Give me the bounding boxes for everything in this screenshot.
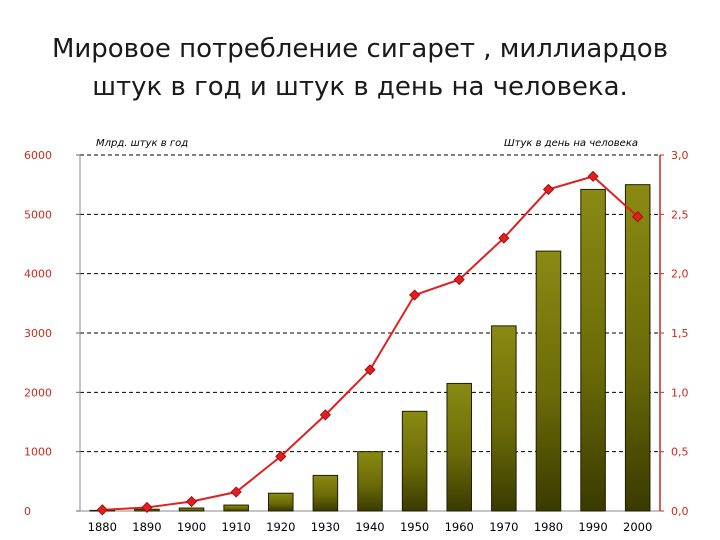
x-tick-label: 1880: [88, 520, 117, 534]
left-tick-label: 3000: [24, 327, 52, 340]
line-point-1960: [453, 274, 465, 286]
bar-1900: [178, 507, 205, 512]
line-point-1920: [275, 450, 287, 462]
right-axis-caption: Штук в день на человека: [504, 138, 638, 149]
right-tick-label: 3,0: [671, 149, 689, 162]
grid: [80, 154, 660, 453]
bar-1970: [491, 325, 517, 512]
right-tick-label: 0,0: [671, 505, 689, 518]
right-tick-label: 1,5: [671, 327, 689, 340]
x-tick-label: 1930: [311, 520, 340, 534]
line-point-1890: [141, 501, 153, 514]
x-tick-label: 1940: [355, 520, 384, 534]
line-point-1940: [364, 364, 376, 376]
left-tick-label: 1000: [24, 446, 52, 459]
line-point-1950: [409, 289, 421, 301]
bar-1930: [312, 474, 339, 512]
x-tick-label: 1910: [222, 520, 251, 534]
bar-1990: [580, 188, 606, 512]
right-tick-label: 2,0: [671, 268, 689, 281]
line-point-1970: [498, 232, 510, 244]
x-tick-label: 1970: [489, 520, 518, 534]
right-tick-label: 2,5: [671, 208, 689, 221]
x-tick-label: 1890: [132, 520, 161, 534]
tick-labels: 0 1000 2000 3000 4000 5000 6000 0,0 0,5 1,0 1,5 2,0…: [24, 149, 689, 534]
right-tick-label: 1,0: [671, 386, 689, 399]
line-point-1910: [230, 486, 242, 498]
left-tick-label: 2000: [24, 386, 52, 399]
line-point-1930: [319, 409, 331, 421]
left-tick-label: 4000: [24, 268, 52, 281]
bar-2000: [624, 184, 651, 512]
line-point-2000: [632, 211, 644, 223]
bar-1920: [268, 492, 294, 512]
x-tick-label: 1990: [578, 520, 607, 534]
left-axis-caption: Млрд. штук в год: [96, 138, 188, 149]
bar-1910: [223, 504, 249, 512]
line-point-1990: [587, 170, 599, 182]
bar-1960: [446, 382, 473, 512]
line-point-1900: [185, 495, 198, 508]
bar-1980: [535, 250, 562, 512]
title-line-2: штук в год и штук в день на человека.: [92, 72, 628, 102]
x-tick-label: 2000: [623, 520, 652, 534]
x-tick-label: 1960: [445, 520, 474, 534]
x-tick-label: 1950: [400, 520, 429, 534]
slide-title: Мировое потребление сигарет , миллиардов…: [20, 30, 700, 106]
left-tick-label: 6000: [24, 149, 52, 162]
line-point-1980: [542, 183, 555, 195]
x-tick-label: 1920: [266, 520, 295, 534]
title-line-1: Мировое потребление сигарет , миллиардов: [51, 34, 669, 64]
line-series: [96, 170, 644, 516]
left-tick-label: 0: [24, 505, 31, 518]
line-point-1880: [96, 504, 108, 516]
bar-1940: [357, 451, 383, 512]
x-tick-label: 1900: [177, 520, 206, 534]
x-tick-label: 1980: [534, 520, 563, 534]
bar-series: [89, 184, 651, 512]
left-tick-label: 5000: [24, 208, 52, 221]
bar-1950: [401, 410, 428, 512]
right-tick-label: 0,5: [671, 446, 689, 459]
